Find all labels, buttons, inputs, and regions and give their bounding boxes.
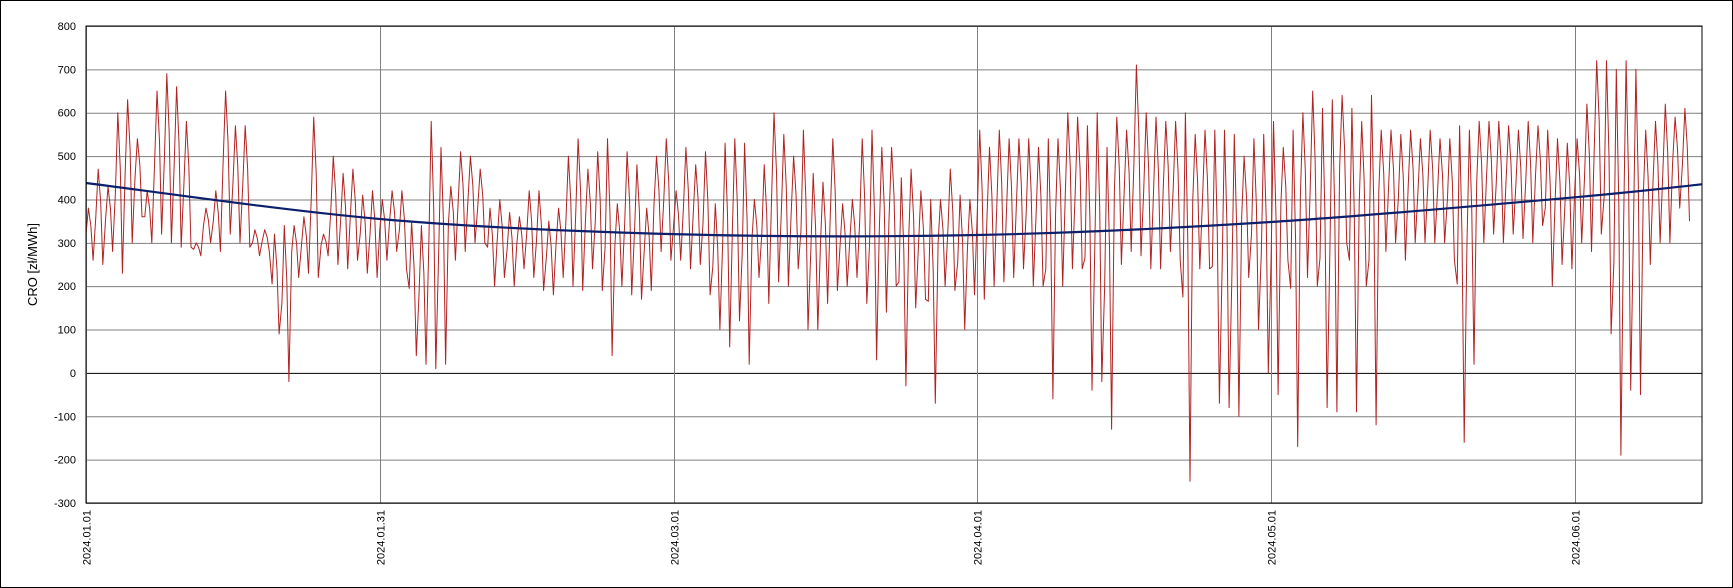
y-tick-labels: 800 700 600 500 400 300 200 100 0 -100 -200 -300 bbox=[54, 21, 76, 510]
y-tick-label: 200 bbox=[58, 281, 76, 293]
grid bbox=[86, 26, 1702, 504]
y-tick-label: -300 bbox=[54, 498, 76, 510]
y-tick-label: 600 bbox=[58, 108, 76, 120]
y-tick-label: 100 bbox=[58, 325, 76, 337]
x-tick-label: 2024.04.01 bbox=[973, 510, 985, 565]
plot-area-border bbox=[85, 25, 1703, 504]
y-tick-label: 800 bbox=[58, 21, 76, 33]
series-line-trend bbox=[85, 181, 1703, 238]
x-tick-label: 2024.01.01 bbox=[82, 510, 94, 565]
y-tick-label: 500 bbox=[58, 151, 76, 163]
y-tick-label: 700 bbox=[58, 64, 76, 76]
x-tick-label: 2024.03.01 bbox=[670, 510, 682, 565]
y-tick-label: -200 bbox=[54, 455, 76, 467]
x-tick-label: 2024.06.01 bbox=[1571, 510, 1583, 565]
x-tick-labels: 2024.01.01 2024.01.31 2024.03.01 2024.04.01… bbox=[82, 510, 1583, 565]
y-tick-label: 300 bbox=[58, 238, 76, 250]
y-tick-label: -100 bbox=[54, 411, 76, 423]
series-line-price bbox=[85, 60, 1690, 482]
x-tick-label: 2024.01.31 bbox=[376, 510, 388, 565]
x-tick-label: 2024.05.01 bbox=[1267, 510, 1279, 565]
series-layer bbox=[85, 60, 1703, 482]
y-tick-label: 400 bbox=[58, 194, 76, 206]
y-axis-label: CRO [zł/MWh] bbox=[25, 223, 40, 306]
y-tick-label: 0 bbox=[70, 368, 76, 380]
